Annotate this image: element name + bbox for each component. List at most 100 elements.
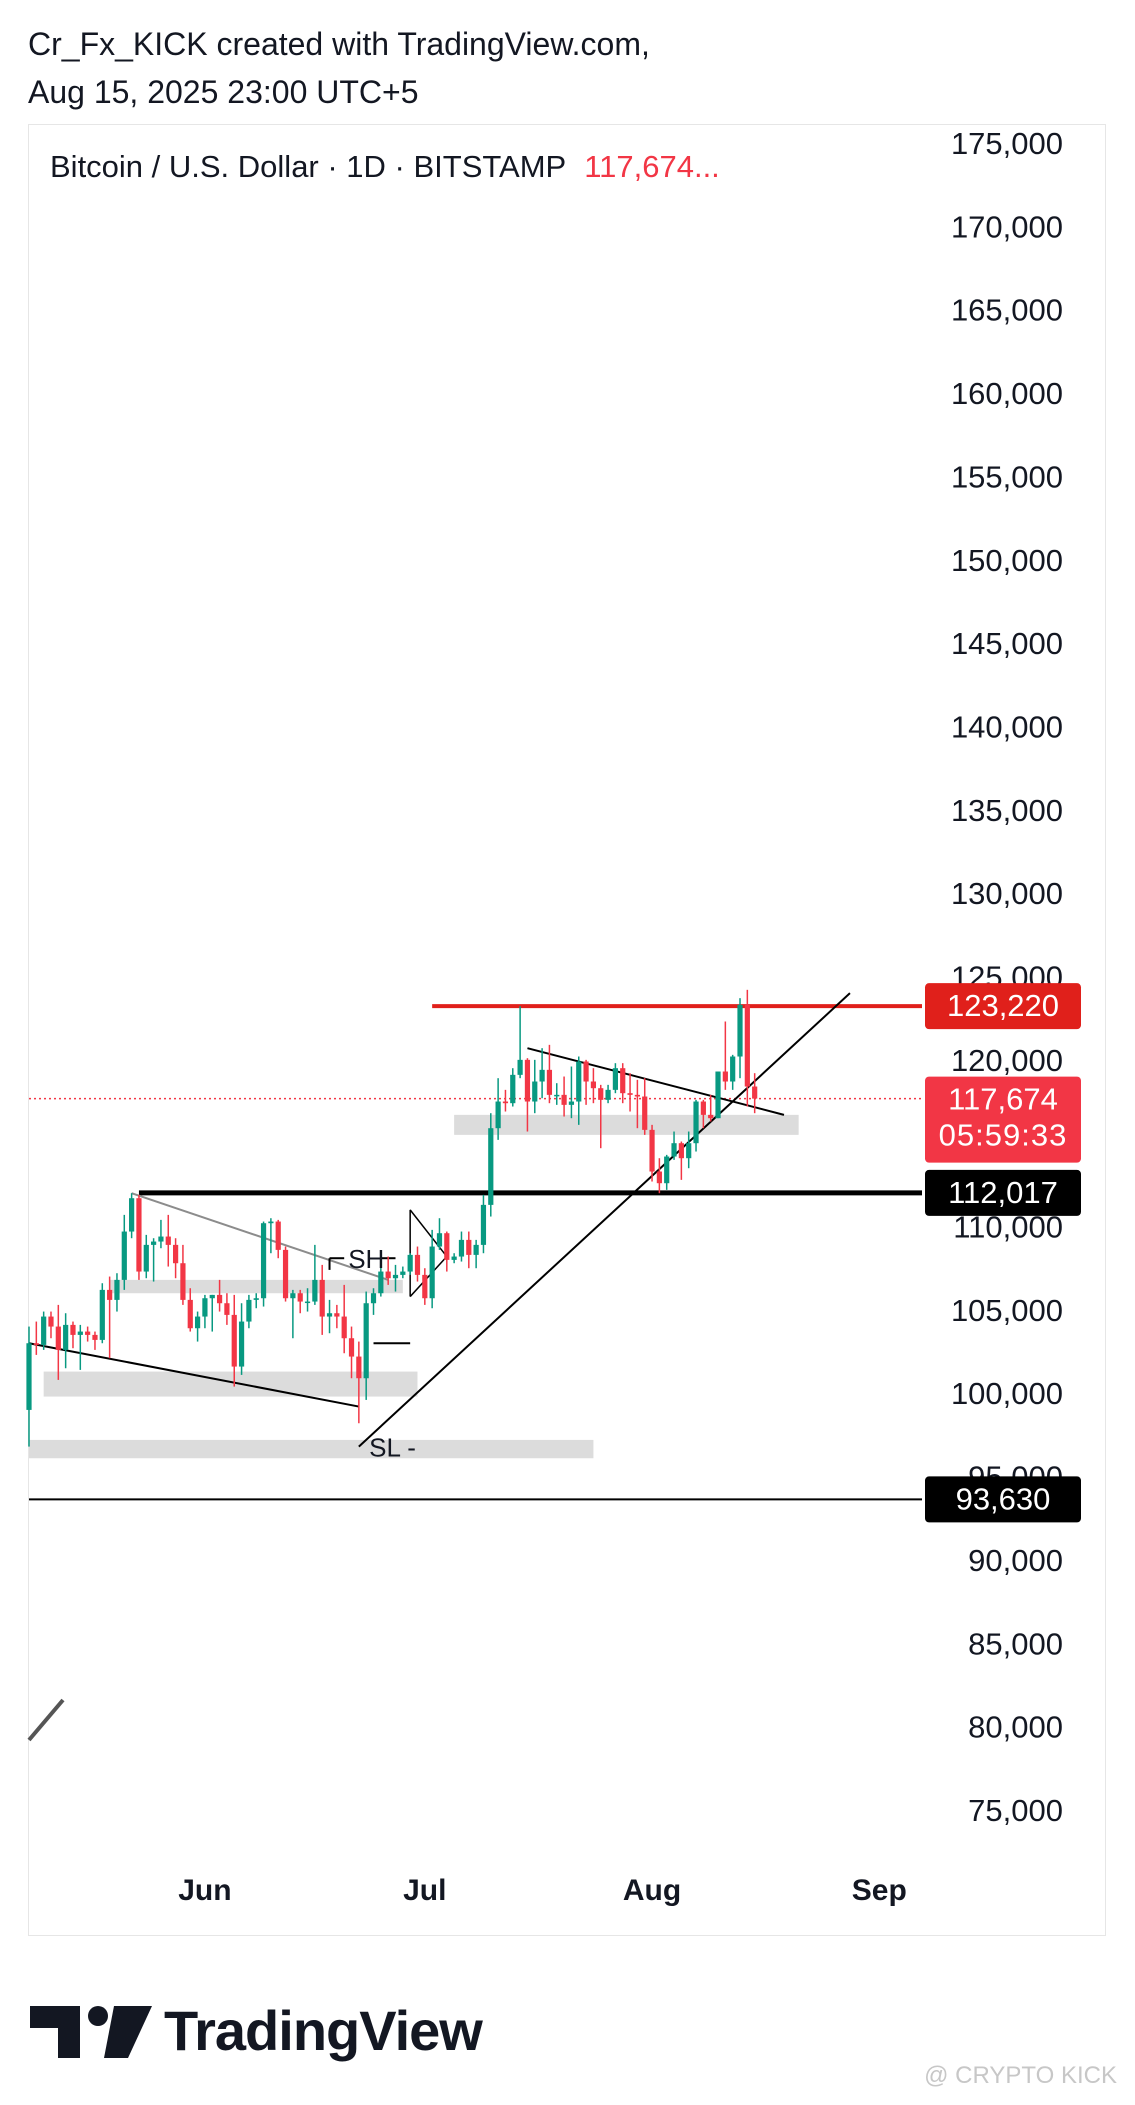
y-tick-label: 165,000 <box>951 293 1063 328</box>
trendline[interactable] <box>409 1209 448 1258</box>
chart-header: Cr_Fx_KICK created with TradingView.com,… <box>28 20 650 116</box>
candle-body <box>612 1068 618 1090</box>
candle-body <box>363 1303 369 1379</box>
resistance-label: 123,220 <box>947 988 1059 1023</box>
candle-body <box>143 1244 149 1272</box>
candle-body <box>173 1244 179 1264</box>
y-tick-label: 80,000 <box>968 1710 1063 1745</box>
candle-body <box>392 1274 399 1279</box>
candle-body <box>480 1204 487 1245</box>
candle-body <box>378 1271 384 1294</box>
candle-body <box>554 1094 560 1097</box>
y-tick-label: 85,000 <box>968 1626 1063 1661</box>
candle-body <box>194 1316 201 1329</box>
candle-body <box>165 1236 171 1245</box>
candle-body <box>473 1244 479 1255</box>
candle-body <box>576 1061 582 1102</box>
candle-body <box>246 1299 252 1322</box>
timestamp-line: Aug 15, 2025 23:00 UTC+5 <box>28 74 419 110</box>
x-tick-label: Jun <box>178 1874 231 1907</box>
y-tick-label: 105,000 <box>951 1293 1063 1328</box>
candle-body <box>422 1274 428 1299</box>
candle-body <box>187 1299 193 1329</box>
candle-body <box>33 1343 39 1345</box>
candle-body <box>26 1343 32 1410</box>
candle-body <box>356 1356 362 1379</box>
tradingview-logo-icon <box>30 2006 152 2058</box>
y-tick-label: 155,000 <box>951 459 1063 494</box>
candle-body <box>238 1321 245 1367</box>
last-price-countdown: 05:59:33 <box>939 1118 1068 1153</box>
sl-label: SL - <box>369 1433 416 1463</box>
support-1-label-box <box>925 1169 1081 1216</box>
candle-body <box>752 1086 758 1099</box>
candle-body <box>532 1081 538 1102</box>
support-2-label-box <box>925 1476 1081 1523</box>
pen-mark <box>27 1698 65 1742</box>
price-chart[interactable]: SH SL - 175,000 170,000 165,000 160,000 155,00… <box>0 0 1135 1960</box>
candle-body <box>502 1101 509 1104</box>
candle-body <box>290 1293 296 1299</box>
candle-body <box>642 1096 648 1130</box>
candle-body <box>107 1289 113 1300</box>
candle-body <box>466 1239 472 1255</box>
trendline[interactable] <box>358 992 851 1448</box>
candle-body <box>136 1198 142 1272</box>
candle-body <box>400 1271 406 1275</box>
y-tick-label: 160,000 <box>951 376 1063 411</box>
candle-body <box>151 1241 157 1245</box>
candle-body <box>436 1233 443 1247</box>
candle-body <box>253 1298 259 1300</box>
candle-body <box>561 1094 567 1105</box>
candle-body <box>268 1221 274 1224</box>
candle-body <box>627 1093 633 1095</box>
zone-rect <box>109 1279 403 1294</box>
candle-body <box>737 1004 743 1057</box>
candle-body <box>495 1101 501 1129</box>
trendline[interactable] <box>28 1342 360 1408</box>
tradingview-wordmark: TradingView <box>164 1998 483 2062</box>
x-tick-label: Sep <box>852 1874 907 1907</box>
candle-body <box>407 1254 413 1272</box>
candle-body <box>85 1331 91 1335</box>
zone-rect <box>29 1439 594 1459</box>
candle-body <box>70 1324 76 1335</box>
chart-frame <box>28 124 1106 1936</box>
trendline[interactable] <box>409 1256 448 1298</box>
candle-body <box>121 1231 127 1280</box>
candle-body <box>517 1059 523 1075</box>
candle-body <box>304 1301 311 1304</box>
x-tick-label: Jul <box>403 1874 446 1907</box>
candle-body <box>451 1256 457 1260</box>
candle-body <box>341 1316 347 1339</box>
resistance-label-box <box>925 983 1081 1030</box>
candle-body <box>326 1313 333 1317</box>
candle-body <box>385 1271 391 1279</box>
candle-body <box>275 1221 281 1250</box>
y-tick-label: 170,000 <box>951 209 1063 244</box>
candle-body <box>693 1101 699 1144</box>
candle-body <box>158 1236 164 1242</box>
tradingview-logo[interactable]: TradingView <box>30 1990 483 2070</box>
candle-body <box>656 1171 662 1184</box>
candle-body <box>429 1246 435 1299</box>
candle-body <box>55 1326 61 1350</box>
candle-body <box>568 1101 575 1105</box>
candle-body <box>649 1129 655 1172</box>
trendline[interactable] <box>131 1192 389 1281</box>
candle-body <box>730 1056 736 1082</box>
candle-body <box>77 1331 83 1335</box>
candle-body <box>583 1061 589 1082</box>
candle-body <box>209 1294 215 1299</box>
candle-body <box>99 1289 105 1340</box>
candle-body <box>180 1263 186 1300</box>
zone-rect <box>454 1114 799 1135</box>
y-tick-label: 150,000 <box>951 543 1063 578</box>
candle-body <box>590 1081 597 1089</box>
trendline[interactable] <box>527 1047 785 1116</box>
y-tick-label: 120,000 <box>951 1043 1063 1078</box>
watermark: @ CRYPTO KICK <box>924 2062 1117 2089</box>
candle-body <box>598 1088 604 1100</box>
y-tick-label: 100,000 <box>951 1376 1063 1411</box>
candle-body <box>414 1254 421 1275</box>
